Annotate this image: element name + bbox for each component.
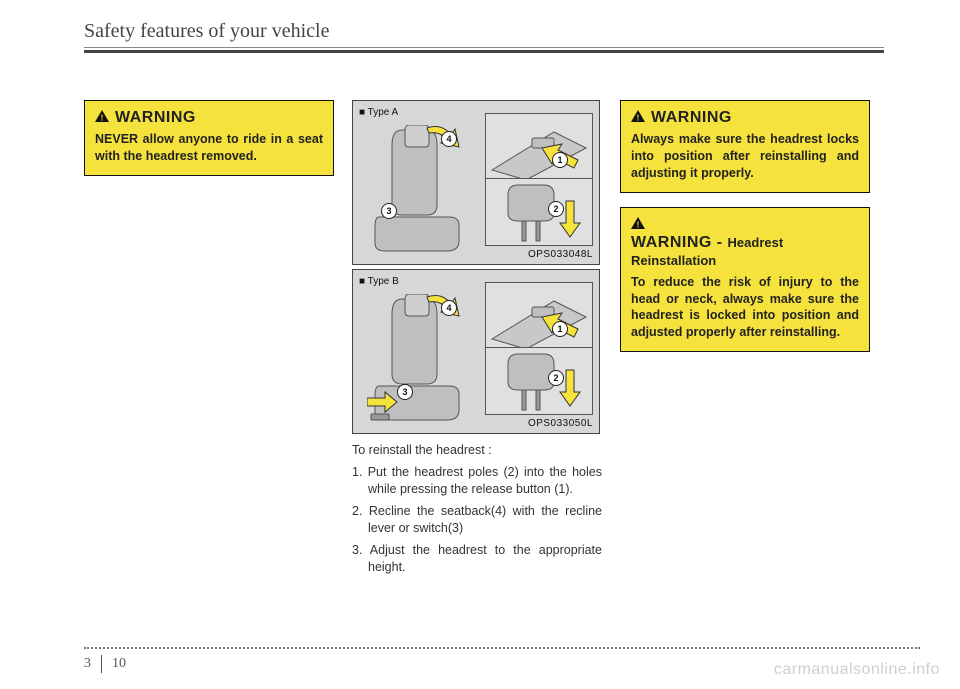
figure-b-inset-top: 1: [485, 282, 593, 350]
seat-illustration-a: [367, 125, 477, 255]
column-left: ! WARNING NEVER allow anyone to ride in …: [84, 100, 334, 581]
figure-b-type-label: ■ Type B: [359, 276, 399, 287]
warning-head-3: ! WARNING - Headrest Reinstallation: [631, 216, 859, 270]
warning-body-3: To reduce the risk of injury to the head…: [631, 274, 859, 342]
column-right: ! WARNING Always make sure the headrest …: [620, 100, 870, 581]
step-3: 3. Adjust the headrest to the appropriat…: [352, 542, 602, 577]
instructions-block: To reinstall the headrest : 1. Put the h…: [352, 442, 602, 577]
page: Safety features of your vehicle ! WARNIN…: [0, 0, 960, 689]
svg-text:!: !: [637, 220, 640, 229]
header: Safety features of your vehicle: [84, 20, 920, 53]
instructions-steps: 1. Put the headrest poles (2) into the h…: [352, 464, 602, 577]
step-1: 1. Put the headrest poles (2) into the h…: [352, 464, 602, 499]
step-2: 2. Recline the seatback(4) with the recl…: [352, 503, 602, 538]
content-columns: ! WARNING NEVER allow anyone to ride in …: [84, 100, 870, 581]
callout-4b: 4: [441, 300, 457, 316]
header-rule-thick: [84, 50, 884, 53]
figure-a-code: OPS033048L: [528, 249, 593, 260]
warning-label: WARNING: [651, 109, 732, 127]
warning-box-2: ! WARNING Always make sure the headrest …: [620, 100, 870, 193]
warning-label: WARNING: [115, 109, 196, 127]
callout-1b: 1: [552, 321, 568, 337]
figure-b-code: OPS033050L: [528, 418, 593, 429]
header-rule-thin: [84, 47, 884, 48]
column-middle: ■ Type A 4 3 1: [352, 100, 602, 581]
callout-1: 1: [552, 152, 568, 168]
seat-illustration-b: [367, 294, 477, 424]
warning-icon: !: [631, 216, 645, 228]
warning-box-3: ! WARNING - Headrest Reinstallation To r…: [620, 207, 870, 353]
chapter-number: 3: [84, 656, 91, 672]
callout-3b: 3: [397, 384, 413, 400]
instructions-intro: To reinstall the headrest :: [352, 442, 602, 460]
warning-label: WARNING -: [631, 234, 728, 251]
page-number: 10: [112, 656, 126, 672]
callout-2b: 2: [548, 370, 564, 386]
figure-type-b: ■ Type B 4 3 1: [352, 269, 600, 434]
warning-icon: !: [95, 109, 109, 121]
figure-type-a: ■ Type A 4 3 1: [352, 100, 600, 265]
footer-page-numbers: 3 10: [84, 655, 126, 673]
warning-body-1: NEVER allow anyone to ride in a seat wit…: [95, 131, 323, 165]
figure-a-inset-bottom: 2: [485, 178, 593, 246]
callout-4: 4: [441, 131, 457, 147]
figure-a-type-label: ■ Type A: [359, 107, 398, 118]
warning-icon: !: [631, 109, 645, 121]
figure-b-inset-bottom: 2: [485, 347, 593, 415]
callout-2: 2: [548, 201, 564, 217]
warning-body-2: Always make sure the headrest locks into…: [631, 131, 859, 182]
header-title: Safety features of your vehicle: [84, 20, 920, 43]
footer-separator: [84, 647, 920, 649]
warning-head-1: ! WARNING: [95, 109, 323, 127]
callout-3: 3: [381, 203, 397, 219]
warning-box-1: ! WARNING NEVER allow anyone to ride in …: [84, 100, 334, 176]
svg-text:!: !: [101, 114, 104, 123]
warning-head-2: ! WARNING: [631, 109, 859, 127]
watermark: carmanualsonline.info: [774, 661, 940, 679]
warning-label-with-sub: WARNING - Headrest Reinstallation: [631, 234, 859, 270]
svg-text:!: !: [637, 114, 640, 123]
figure-a-inset-top: 1: [485, 113, 593, 181]
footer-divider: [101, 655, 102, 673]
